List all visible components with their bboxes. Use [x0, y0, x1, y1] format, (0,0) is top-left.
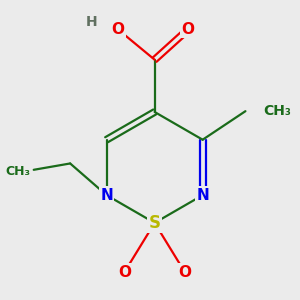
Text: O: O — [118, 265, 131, 280]
Text: H: H — [85, 15, 97, 29]
Text: N: N — [196, 188, 209, 203]
Text: O: O — [178, 265, 191, 280]
Text: N: N — [100, 188, 113, 203]
Text: O: O — [182, 22, 194, 37]
Text: S: S — [148, 214, 160, 232]
Text: CH₃: CH₃ — [263, 104, 291, 118]
Text: O: O — [112, 22, 125, 37]
Text: CH₃: CH₃ — [5, 165, 31, 178]
